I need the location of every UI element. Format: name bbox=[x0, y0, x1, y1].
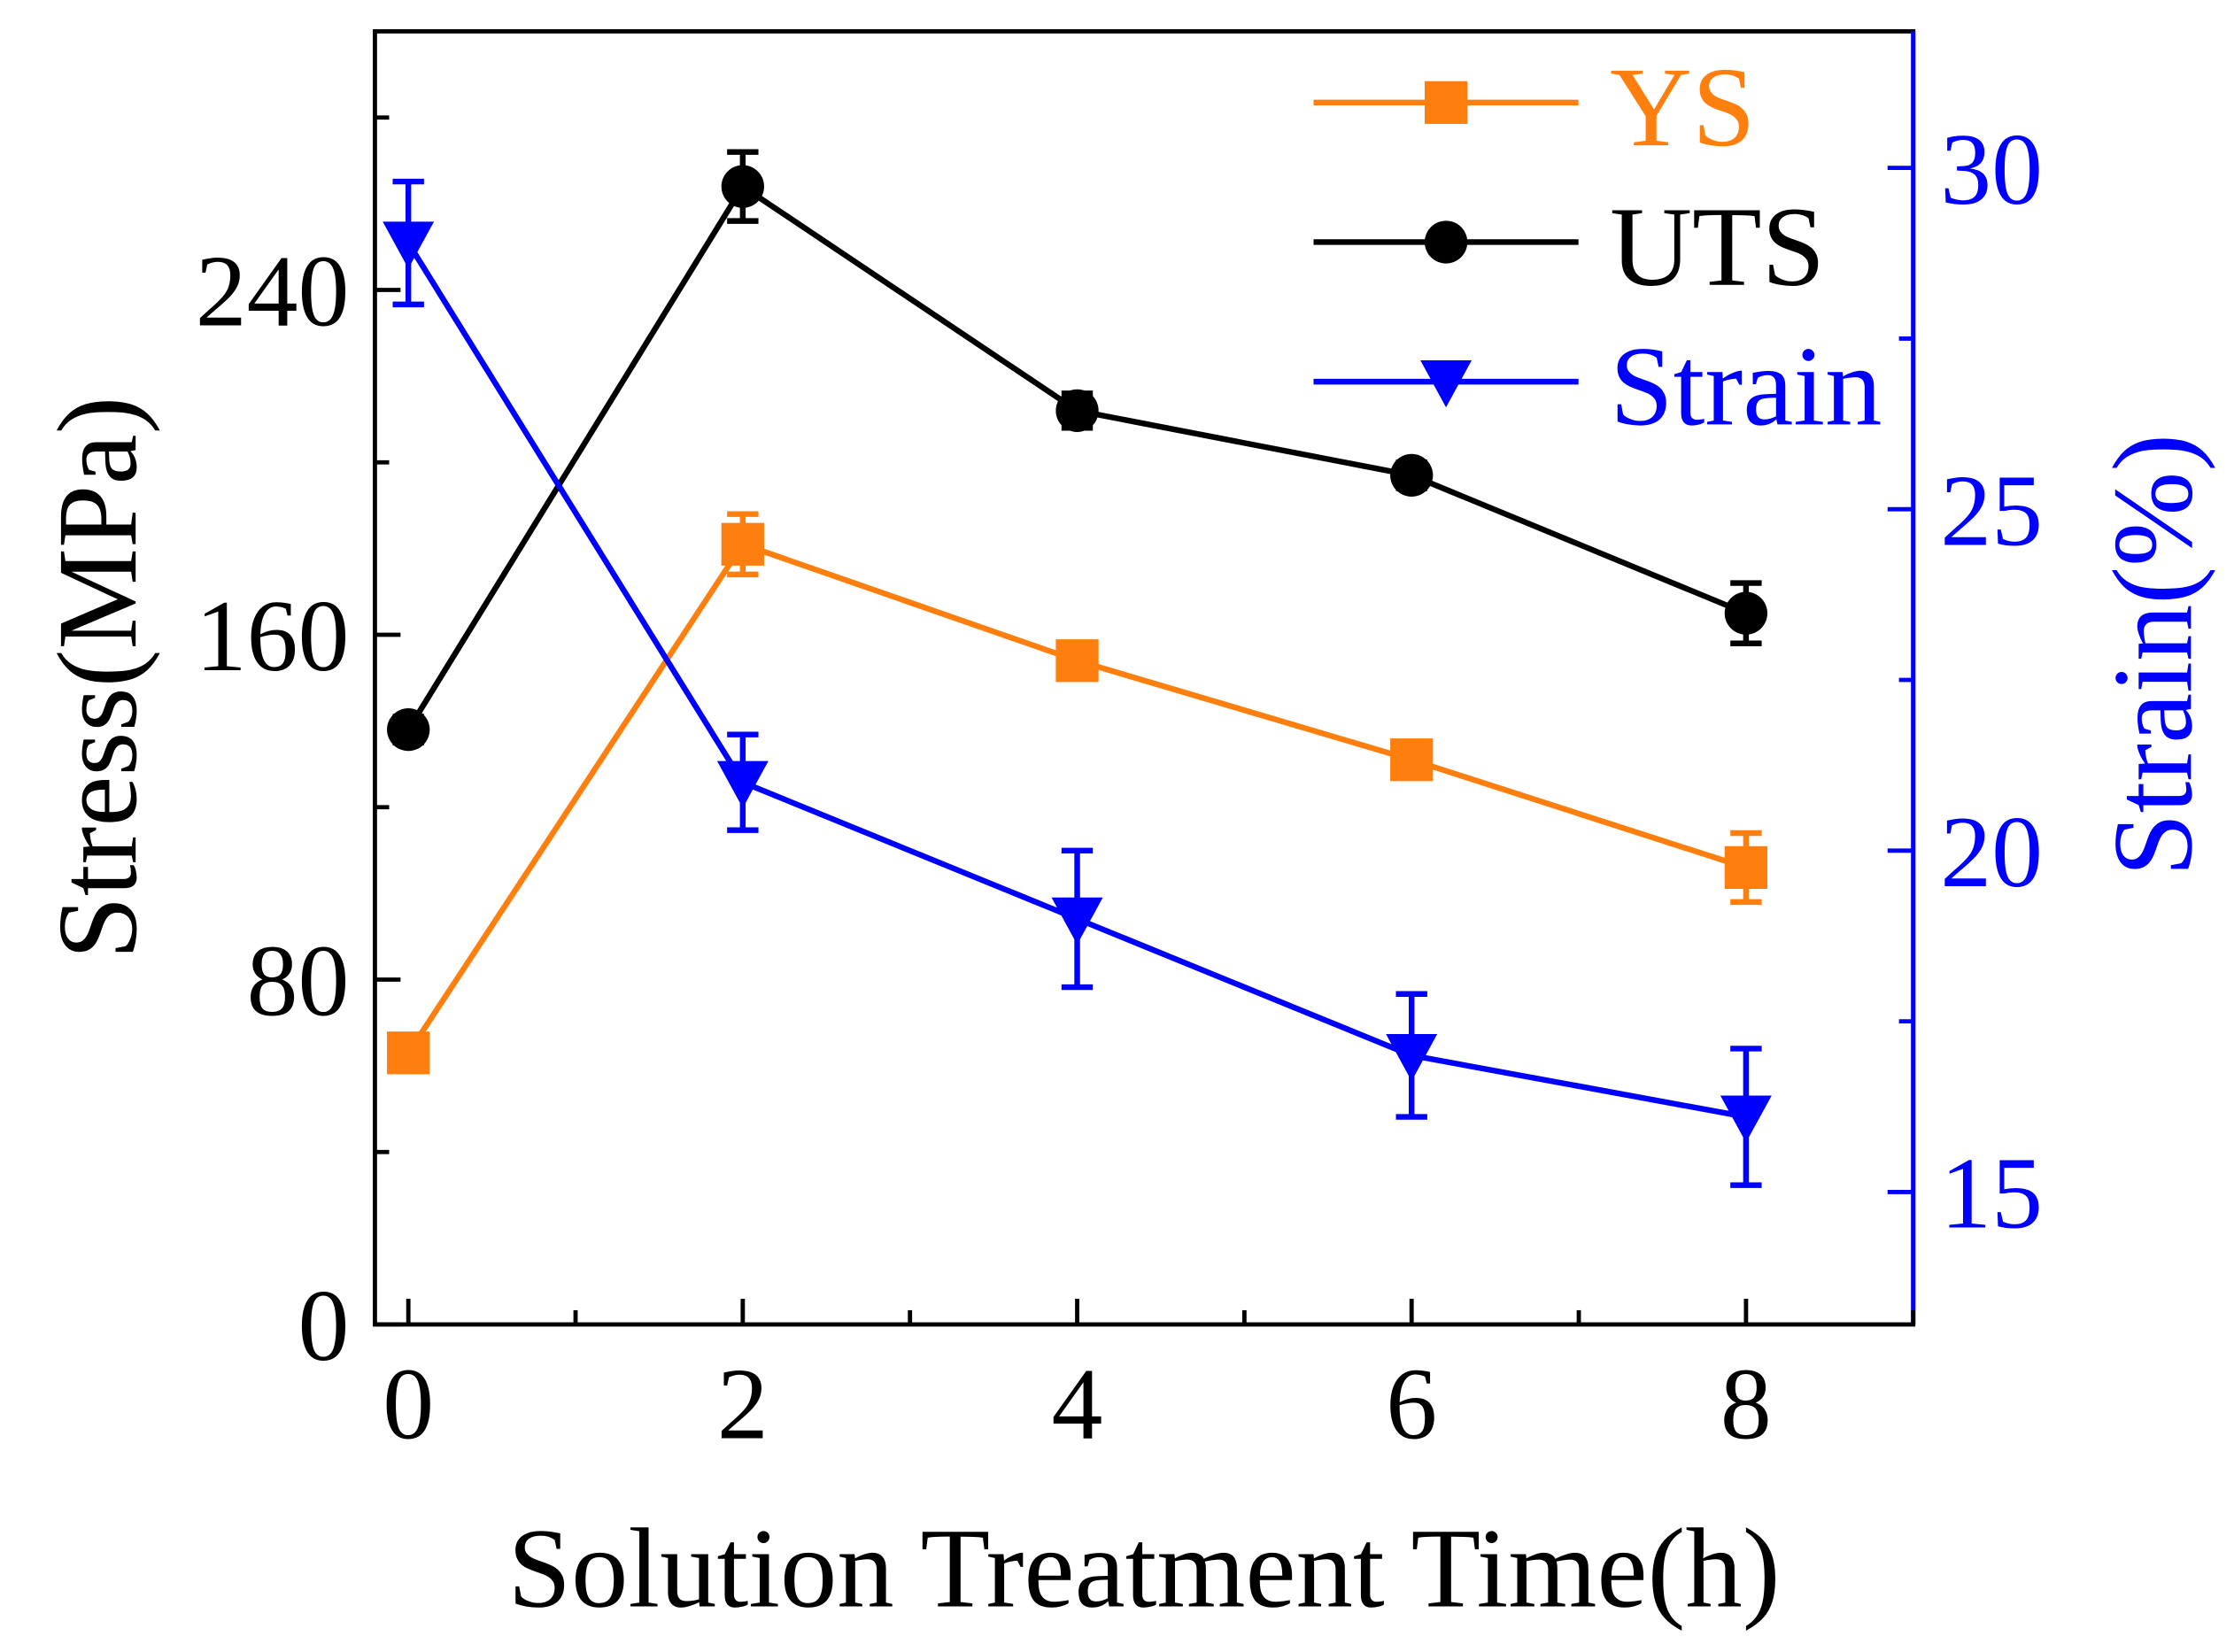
data-point bbox=[721, 522, 764, 566]
y2-tick-label: 25 bbox=[1940, 454, 2043, 567]
x-tick-label: 4 bbox=[1052, 1348, 1103, 1462]
x-tick-label: 6 bbox=[1386, 1348, 1437, 1462]
y2-tick-label: 20 bbox=[1940, 796, 2043, 909]
data-point bbox=[387, 1031, 430, 1075]
series-strain bbox=[383, 178, 1772, 1188]
legend-item-uts: UTS bbox=[1313, 183, 1825, 310]
series-ys bbox=[387, 511, 1768, 1075]
data-point bbox=[716, 760, 769, 808]
data-point bbox=[1051, 897, 1103, 945]
legend-marker bbox=[1420, 359, 1473, 408]
legend-marker bbox=[1424, 220, 1468, 264]
data-point bbox=[1386, 1034, 1438, 1082]
legend-label: UTS bbox=[1610, 183, 1825, 310]
data-point bbox=[1390, 453, 1434, 498]
y-tick-label: 0 bbox=[298, 1270, 350, 1383]
data-point bbox=[1055, 389, 1099, 432]
x-tick-label: 8 bbox=[1720, 1348, 1772, 1462]
data-point bbox=[721, 165, 764, 208]
data-point bbox=[1720, 1095, 1772, 1143]
data-point bbox=[383, 221, 435, 269]
legend-item-strain: Strain bbox=[1313, 322, 1882, 449]
legend-item-ys: YS bbox=[1313, 43, 1756, 170]
legend-label: Strain bbox=[1610, 322, 1882, 449]
series-uts bbox=[387, 149, 1768, 752]
y2-axis-label: Strain(%) bbox=[2089, 434, 2215, 876]
data-point bbox=[1390, 738, 1434, 782]
y-tick-label: 240 bbox=[196, 235, 350, 349]
x-axis-label: Solution Treatment Time(h) bbox=[508, 1505, 1781, 1632]
x-tick-label: 0 bbox=[383, 1348, 434, 1462]
y-tick-label: 80 bbox=[247, 925, 350, 1038]
y-axis-label: Stress(MPa) bbox=[34, 397, 160, 960]
y2-tick-label: 30 bbox=[1940, 113, 2043, 227]
x-tick-label: 2 bbox=[717, 1348, 769, 1462]
legend-label: YS bbox=[1610, 43, 1755, 170]
data-point bbox=[1055, 639, 1099, 683]
data-point bbox=[1724, 591, 1768, 635]
data-point bbox=[1724, 845, 1768, 890]
y-tick-label: 160 bbox=[196, 580, 350, 693]
legend-marker bbox=[1424, 81, 1468, 124]
y2-tick-label: 15 bbox=[1940, 1138, 2043, 1251]
data-point bbox=[387, 707, 430, 752]
